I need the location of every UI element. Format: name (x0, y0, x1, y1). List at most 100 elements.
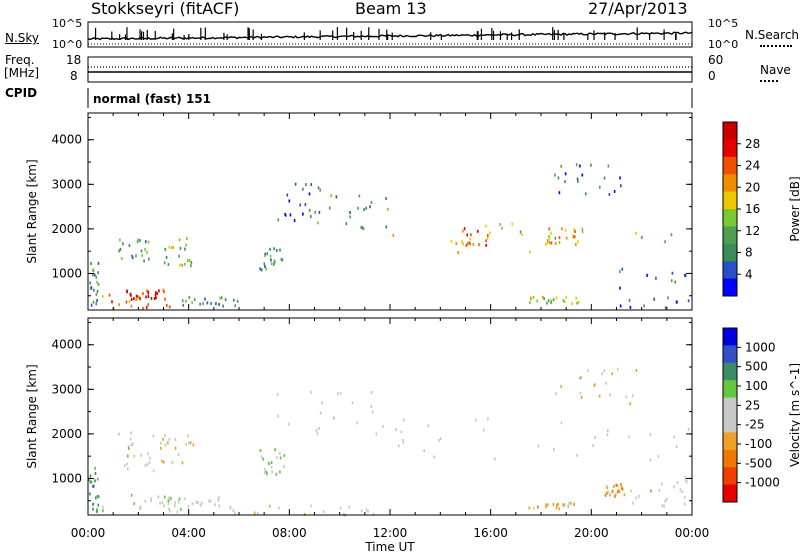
range-cell (202, 302, 204, 306)
range-cell (577, 300, 580, 304)
x-tick-label: 00:00 (71, 526, 106, 540)
y-axis-label: Slant Range [km] (25, 364, 39, 468)
range-cell (92, 300, 95, 304)
range-cell (576, 177, 579, 181)
range-cell (128, 300, 131, 304)
range-cell (649, 458, 652, 462)
nave-tick-bottom: 0 (708, 69, 716, 83)
power-colorbar-swatch (723, 122, 737, 140)
nsky-trace (87, 31, 693, 41)
range-cell (555, 506, 558, 510)
range-cell (146, 250, 148, 254)
y-tick-label: 4000 (51, 133, 82, 147)
range-cell (150, 499, 152, 503)
range-cell (195, 500, 198, 504)
range-cell (167, 502, 170, 506)
range-cell (548, 240, 551, 244)
range-cell (537, 505, 539, 509)
range-cell (563, 503, 566, 507)
range-cell (139, 239, 141, 242)
range-cell (88, 477, 90, 481)
range-cell (658, 488, 661, 492)
range-cell (638, 494, 640, 498)
range-cell (194, 298, 196, 302)
range-cell (450, 239, 453, 243)
range-cell (171, 460, 174, 464)
range-cell (130, 443, 133, 447)
range-cell (564, 172, 567, 176)
range-cell (684, 273, 686, 277)
range-cell (487, 417, 489, 421)
power-colorbar-tick-label: 20 (745, 180, 760, 194)
range-cell (570, 501, 572, 505)
range-cell (371, 410, 374, 414)
range-cell (273, 260, 276, 264)
range-cell (477, 229, 479, 233)
range-cell (90, 303, 93, 307)
velocity-colorbar-tick-label: -25 (745, 418, 765, 432)
range-cell (163, 495, 166, 499)
range-cell (548, 236, 551, 240)
range-cell (485, 239, 487, 243)
range-cell (215, 302, 217, 306)
range-cell (129, 437, 132, 441)
power-colorbar-swatch (723, 156, 737, 175)
range-cell (185, 442, 187, 446)
range-cell (120, 257, 123, 261)
range-cell (197, 501, 199, 505)
range-cell (548, 227, 551, 231)
velocity-panel: 1000 2000 3000 4000 Slant Range [km] (25, 317, 693, 517)
range-cell (392, 233, 395, 237)
range-cell (438, 438, 440, 442)
range-cell (136, 240, 139, 244)
range-cell (337, 392, 339, 396)
range-cell (439, 437, 442, 440)
range-cell (232, 508, 235, 512)
range-cell (92, 507, 94, 511)
range-cell (565, 236, 568, 240)
range-cell (487, 234, 489, 237)
range-cell (94, 273, 96, 277)
range-cell (279, 456, 282, 460)
range-cell (629, 402, 631, 406)
velocity-colorbar-swatch (723, 415, 737, 433)
range-cell (687, 427, 690, 431)
range-cell (94, 472, 97, 475)
range-cell (322, 510, 325, 514)
range-cell (395, 428, 397, 432)
range-cell (164, 434, 166, 437)
range-cell (606, 486, 609, 490)
range-cell (279, 248, 281, 252)
range-cell (530, 297, 532, 301)
range-cell (466, 242, 469, 246)
range-cell (369, 205, 371, 209)
range-cell (128, 244, 131, 247)
range-cell (499, 223, 501, 226)
range-cell (279, 452, 281, 455)
range-cell (601, 372, 603, 376)
range-cell (563, 503, 565, 507)
range-cell (621, 487, 624, 491)
range-cell (96, 508, 98, 512)
range-cell (132, 256, 134, 260)
range-cell (281, 258, 284, 262)
y-tick-label: 2000 (51, 427, 82, 441)
range-cell (169, 509, 171, 513)
range-cell (463, 227, 466, 231)
range-cell (532, 295, 535, 299)
range-cell (578, 376, 581, 380)
y-tick-label: 1000 (51, 471, 82, 485)
nsky-label: N.Sky (5, 31, 40, 45)
range-cell (260, 455, 263, 459)
range-cell (667, 296, 669, 300)
range-cell (335, 195, 338, 199)
range-cell (635, 496, 638, 500)
range-cell (264, 254, 266, 258)
range-cell (575, 163, 578, 167)
range-cell (97, 271, 99, 275)
range-cell (229, 505, 232, 509)
range-cell (317, 186, 320, 190)
y-axis-label: Slant Range [km] (25, 159, 39, 263)
range-cell (613, 485, 615, 488)
range-cell (171, 246, 173, 250)
